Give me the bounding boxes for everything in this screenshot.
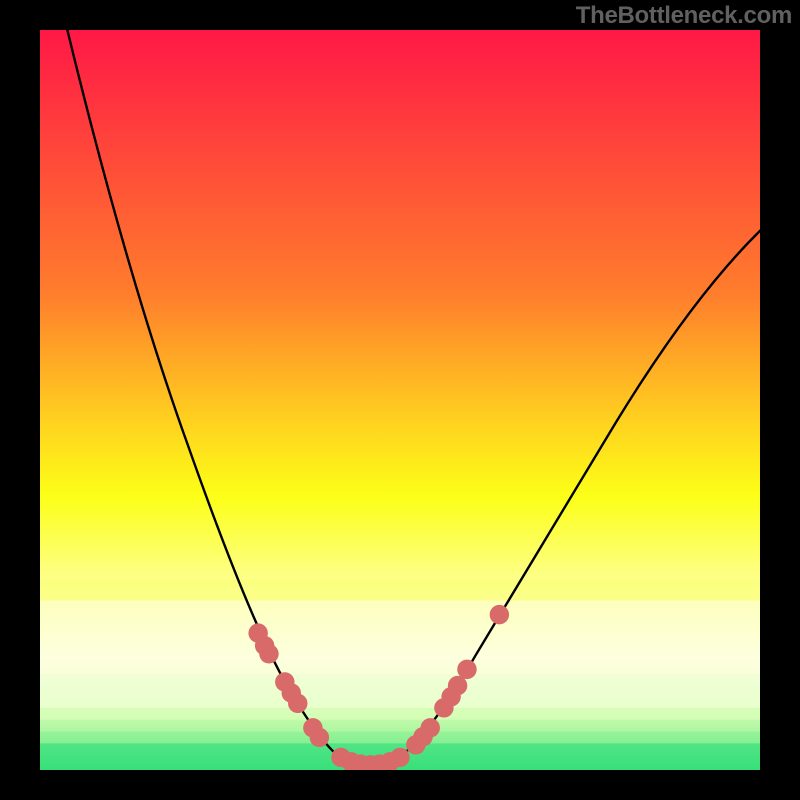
data-marker — [310, 728, 329, 747]
tint-band — [40, 601, 760, 675]
data-marker — [448, 676, 467, 695]
tint-band — [40, 708, 760, 720]
chart-container: TheBottleneck.com — [0, 0, 800, 800]
tint-band — [40, 732, 760, 744]
tint-band — [40, 579, 760, 600]
plot-svg — [40, 30, 760, 770]
data-marker — [457, 660, 476, 679]
data-marker — [490, 605, 509, 624]
tint-band — [40, 675, 760, 708]
data-marker — [390, 748, 409, 767]
data-marker — [421, 718, 440, 737]
data-marker — [288, 694, 307, 713]
data-marker — [259, 644, 278, 663]
tint-band — [40, 720, 760, 732]
watermark-text: TheBottleneck.com — [576, 2, 792, 30]
plot-area — [40, 30, 760, 770]
